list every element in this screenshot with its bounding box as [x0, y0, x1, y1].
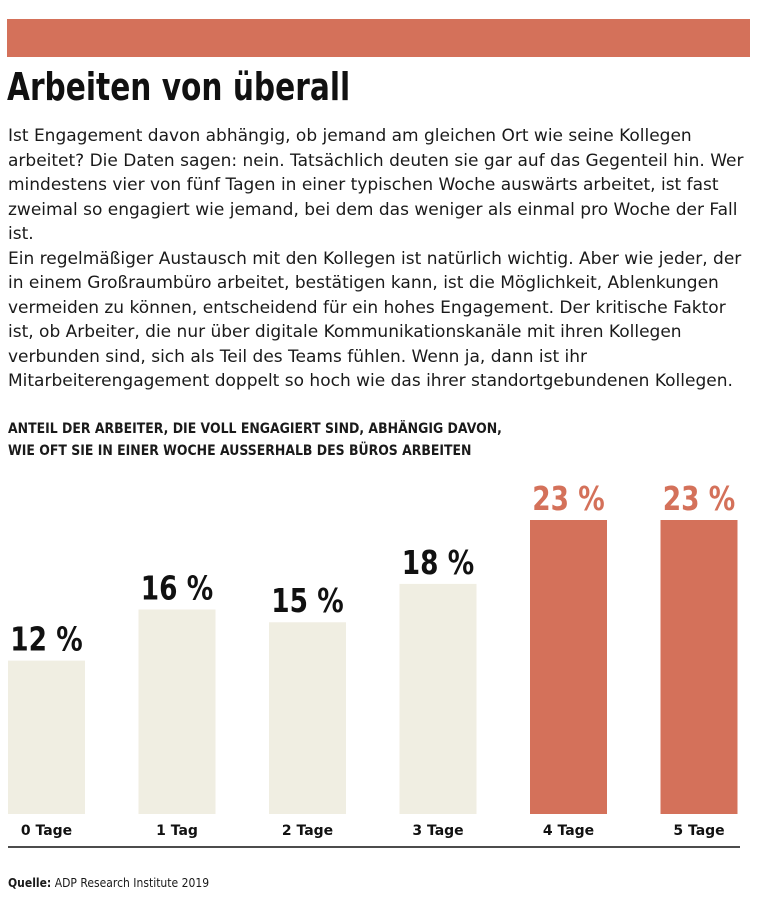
bar-4 [530, 520, 607, 814]
bar-2 [269, 622, 346, 814]
intro-text: Ist Engagement davon abhängig, ob jemand… [8, 124, 753, 394]
page-title: Arbeiten von überall [7, 65, 351, 109]
bar-0 [8, 660, 85, 814]
chart-title: ANTEIL DER ARBEITER, DIE VOLL ENGAGIERT … [8, 418, 753, 462]
bar-5 [660, 520, 738, 814]
value-label-0: 12 % [10, 621, 82, 660]
value-label-5: 23 % [663, 480, 735, 519]
bar-1 [138, 609, 216, 814]
category-label-4: 4 Tage [543, 823, 594, 839]
intro-paragraph-1: Ist Engagement davon abhängig, ob jemand… [8, 126, 744, 244]
chart-title-line-2: WIE OFT SIE IN EINER WOCHE AUSSERHALB DE… [8, 443, 472, 459]
intro-paragraph-2: Ein regelmäßiger Austausch mit den Kolle… [8, 248, 742, 392]
bar-chart: 12 % 0 Tage 16 % 1 Tag 15 % 2 Tage 18 % 3 Tage 2… [8, 480, 740, 848]
bar-3 [399, 583, 477, 814]
category-label-3: 3 Tage [412, 823, 463, 839]
value-label-4: 23 % [532, 480, 604, 519]
category-label-5: 5 Tage [673, 823, 724, 839]
chart-title-line-1: ANTEIL DER ARBEITER, DIE VOLL ENGAGIERT … [8, 421, 502, 437]
value-label-2: 15 % [271, 582, 343, 621]
value-label-1: 16 % [141, 570, 213, 609]
category-label-2: 2 Tage [282, 823, 333, 839]
source-label: Quelle: [8, 876, 52, 890]
value-label-3: 18 % [402, 544, 474, 583]
category-label-0: 0 Tage [21, 823, 72, 839]
top-accent-bar [7, 19, 750, 57]
source-note: Quelle: ADP Research Institute 2019 [8, 876, 209, 890]
source-text: ADP Research Institute 2019 [54, 876, 210, 890]
category-label-1: 1 Tag [156, 823, 198, 839]
